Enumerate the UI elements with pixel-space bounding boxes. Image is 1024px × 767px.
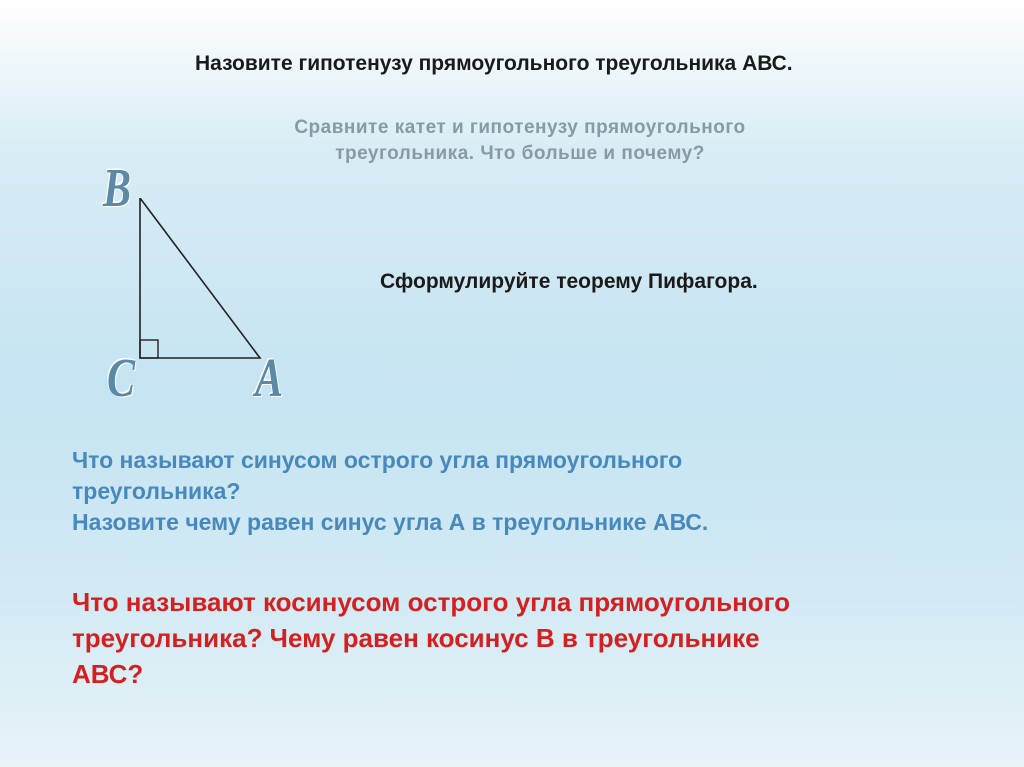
cosine-question: Что называют косинусом острого угла прям…	[72, 585, 832, 693]
triangle-diagram: B C A	[85, 170, 325, 410]
slide-title: Назовите гипотенузу прямоугольного треуг…	[195, 52, 793, 76]
triangle-shape	[140, 198, 260, 358]
vertex-label-a: A	[255, 348, 283, 410]
pythagoras-prompt: Сформулируйте теорему Пифагора.	[380, 270, 758, 294]
vertex-label-b: B	[103, 158, 131, 220]
compare-question: Сравните катет и гипотенузу прямоугольно…	[260, 115, 780, 166]
sine-question: Что называют синусом острого угла прямоу…	[72, 445, 792, 538]
vertex-label-c: C	[107, 348, 135, 410]
right-angle-mark	[140, 340, 158, 358]
